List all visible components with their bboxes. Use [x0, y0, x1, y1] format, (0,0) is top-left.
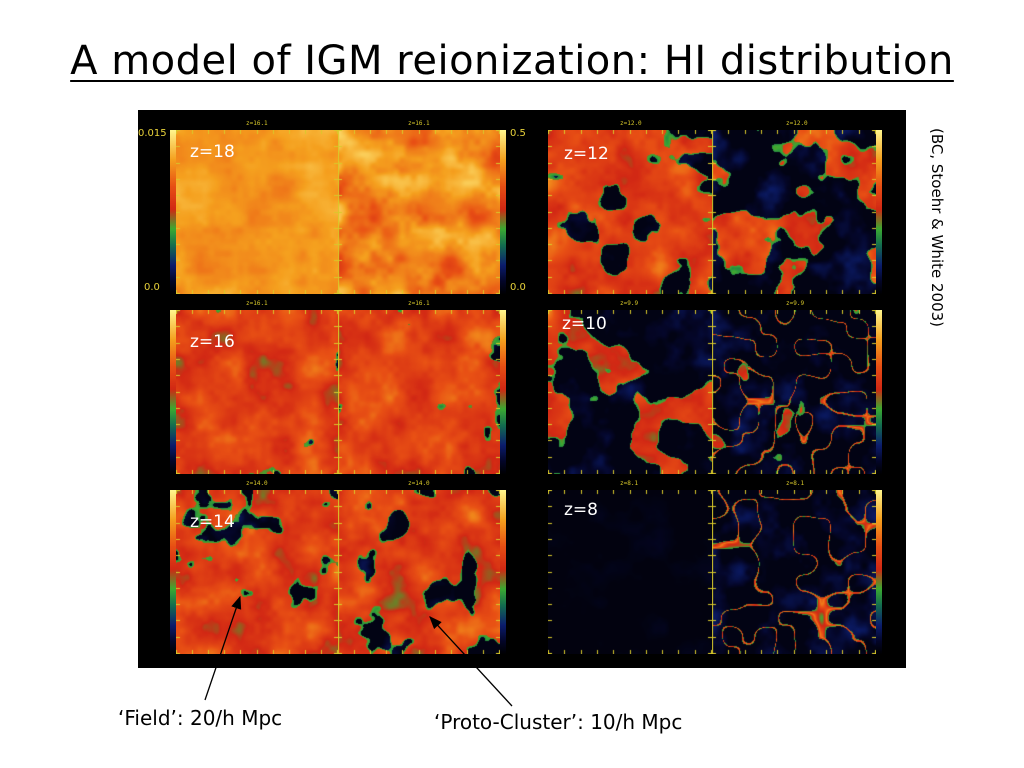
- colorbar-right: [500, 490, 506, 654]
- hi-map-field-z10: [548, 310, 712, 474]
- panel-header-right: z=8.1: [786, 480, 805, 487]
- colorbar-right: [500, 310, 506, 474]
- colorbar-right: [876, 130, 882, 294]
- colorbar-right: [500, 130, 506, 294]
- z-label: z=14: [190, 512, 235, 532]
- hi-map-cluster-z16: [338, 310, 500, 474]
- figure-frame: z=16.1 z=16.1 0.015 0.0 0.5 0.0 z=18 z=1…: [138, 110, 906, 668]
- panel-z12: z=12.0 z=12.0 z=12: [536, 120, 906, 300]
- panel-header-right: z=12.0: [786, 120, 808, 127]
- panel-header-left: z=16.1: [246, 300, 268, 307]
- panel-z14: z=14.0 z=14.0 z=14: [138, 480, 518, 660]
- hi-map-cluster-z10: [712, 310, 876, 474]
- proto-cluster-arrow: [429, 616, 513, 707]
- z-label: z=8: [564, 500, 598, 520]
- hi-map-cluster-z8: [712, 490, 876, 654]
- panel-header-left: z=8.1: [620, 480, 639, 487]
- panel-header-left: z=16.1: [246, 120, 268, 127]
- panel-z8: z=8.1 z=8.1 z=8: [536, 480, 906, 660]
- z-label: z=18: [190, 142, 235, 162]
- field-caption: ‘Field’: 20/h Mpc: [118, 706, 283, 730]
- hi-map-field-z8: [548, 490, 712, 654]
- panel-z10: z=9.9 z=9.9 z=10: [536, 300, 906, 480]
- panel-header-right: z=16.1: [408, 300, 430, 307]
- hi-map-field-z16: [176, 310, 338, 474]
- z-label: z=16: [190, 332, 235, 352]
- colorbar-left: [170, 490, 176, 654]
- hi-map-field-z18: [176, 130, 338, 294]
- panel-header-right: z=16.1: [408, 120, 430, 127]
- hi-map-field-z14: [176, 490, 338, 654]
- hi-map-field-z12: [548, 130, 712, 294]
- z-label: z=10: [562, 314, 607, 334]
- colorbar-left-min: 0.0: [144, 282, 160, 293]
- colorbar-right-max: 0.5: [510, 128, 526, 139]
- colorbar-left: [170, 130, 176, 294]
- proto-cluster-caption: ‘Proto-Cluster’: 10/h Mpc: [434, 710, 683, 734]
- colorbar-right: [876, 490, 882, 654]
- z-label: z=12: [564, 144, 609, 164]
- panel-z18: z=16.1 z=16.1 0.015 0.0 0.5 0.0 z=18: [138, 120, 526, 300]
- colorbar-right-min: 0.0: [510, 282, 526, 293]
- panel-header-left: z=9.9: [620, 300, 639, 307]
- colorbar-right: [876, 310, 882, 474]
- hi-map-cluster-z12: [712, 130, 876, 294]
- colorbar-left: [170, 310, 176, 474]
- slide-title: A model of IGM reionization: HI distribu…: [70, 38, 954, 84]
- panel-z16: z=16.1 z=16.1 z=16: [138, 300, 518, 480]
- citation: (BC, Stoehr & White 2003): [928, 128, 946, 328]
- colorbar-left-max: 0.015: [138, 128, 167, 139]
- panel-header-left: z=14.0: [246, 480, 268, 487]
- field-arrow: [204, 595, 242, 701]
- panel-header-left: z=12.0: [620, 120, 642, 127]
- hi-map-cluster-z14: [338, 490, 500, 654]
- panel-header-right: z=14.0: [408, 480, 430, 487]
- hi-map-cluster-z18: [338, 130, 500, 294]
- panel-header-right: z=9.9: [786, 300, 805, 307]
